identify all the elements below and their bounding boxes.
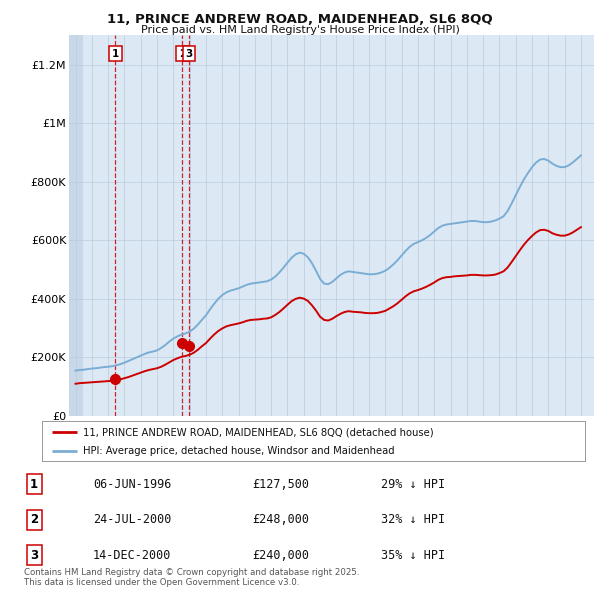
Text: 2: 2 [179, 49, 186, 59]
Text: Price paid vs. HM Land Registry's House Price Index (HPI): Price paid vs. HM Land Registry's House … [140, 25, 460, 35]
Text: Contains HM Land Registry data © Crown copyright and database right 2025.
This d: Contains HM Land Registry data © Crown c… [24, 568, 359, 587]
Text: 11, PRINCE ANDREW ROAD, MAIDENHEAD, SL6 8QQ: 11, PRINCE ANDREW ROAD, MAIDENHEAD, SL6 … [107, 13, 493, 26]
Text: 3: 3 [30, 549, 38, 562]
Text: 32% ↓ HPI: 32% ↓ HPI [381, 513, 445, 526]
Text: 06-JUN-1996: 06-JUN-1996 [93, 478, 172, 491]
Text: 24-JUL-2000: 24-JUL-2000 [93, 513, 172, 526]
Text: 35% ↓ HPI: 35% ↓ HPI [381, 549, 445, 562]
Text: 2: 2 [30, 513, 38, 526]
Text: 29% ↓ HPI: 29% ↓ HPI [381, 478, 445, 491]
Text: HPI: Average price, detached house, Windsor and Maidenhead: HPI: Average price, detached house, Wind… [83, 445, 394, 455]
Text: £248,000: £248,000 [252, 513, 309, 526]
Text: 1: 1 [112, 49, 119, 59]
Text: 14-DEC-2000: 14-DEC-2000 [93, 549, 172, 562]
Text: £127,500: £127,500 [252, 478, 309, 491]
Text: £240,000: £240,000 [252, 549, 309, 562]
Text: 1: 1 [30, 478, 38, 491]
Text: 11, PRINCE ANDREW ROAD, MAIDENHEAD, SL6 8QQ (detached house): 11, PRINCE ANDREW ROAD, MAIDENHEAD, SL6 … [83, 427, 433, 437]
Text: 3: 3 [185, 49, 193, 59]
